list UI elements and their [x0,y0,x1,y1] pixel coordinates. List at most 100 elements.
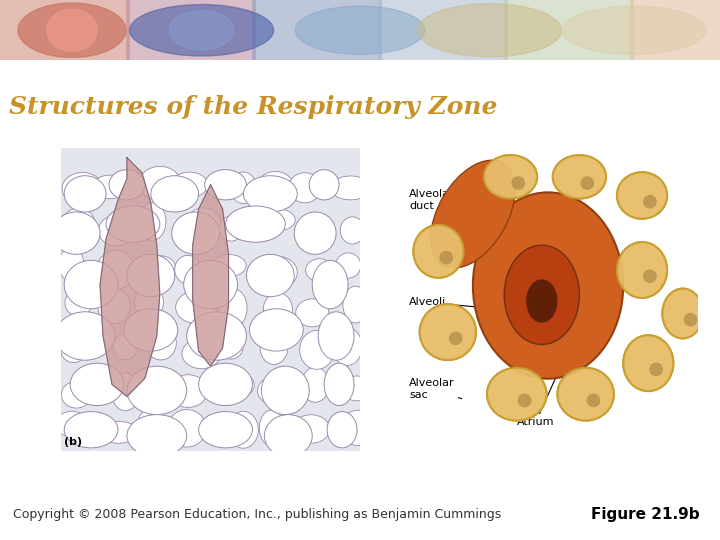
Ellipse shape [258,378,285,404]
Ellipse shape [318,312,354,360]
Ellipse shape [64,260,118,309]
Ellipse shape [186,312,246,360]
Circle shape [587,394,600,407]
Polygon shape [193,185,228,366]
Ellipse shape [143,255,175,278]
Ellipse shape [228,411,258,448]
Ellipse shape [309,170,339,200]
Ellipse shape [264,415,312,457]
Ellipse shape [212,254,246,276]
Ellipse shape [420,304,476,360]
Ellipse shape [61,338,86,362]
Ellipse shape [219,372,254,398]
Ellipse shape [142,373,182,407]
Ellipse shape [504,245,580,345]
Ellipse shape [55,411,88,437]
Ellipse shape [225,206,285,242]
Ellipse shape [96,251,135,289]
Circle shape [439,251,453,265]
Ellipse shape [261,366,309,415]
Ellipse shape [219,216,243,241]
Ellipse shape [99,215,134,246]
Ellipse shape [243,176,297,212]
Ellipse shape [617,172,667,219]
Text: Alveolar
sac: Alveolar sac [409,378,462,400]
Ellipse shape [106,206,160,242]
Ellipse shape [138,202,166,240]
Ellipse shape [186,208,222,244]
Circle shape [649,362,663,376]
Ellipse shape [330,176,371,200]
Ellipse shape [169,11,234,50]
Ellipse shape [59,247,84,281]
Bar [252,0,382,60]
Ellipse shape [413,225,464,278]
Ellipse shape [65,290,92,316]
Ellipse shape [98,289,130,324]
Ellipse shape [624,335,673,391]
Circle shape [649,362,663,376]
Text: Alveolar
duct: Alveolar duct [409,189,480,215]
Ellipse shape [295,6,425,55]
Ellipse shape [264,293,292,327]
Ellipse shape [70,363,124,406]
Ellipse shape [341,217,364,244]
Ellipse shape [484,155,537,199]
Ellipse shape [61,381,91,408]
Ellipse shape [64,411,118,448]
Ellipse shape [171,172,208,198]
Circle shape [518,394,531,407]
Ellipse shape [562,6,706,55]
Bar [378,0,508,60]
Ellipse shape [176,291,217,323]
Text: Structures of the Respiratory Zone: Structures of the Respiratory Zone [9,95,498,119]
Polygon shape [100,158,160,396]
Ellipse shape [312,260,348,309]
Text: Figure 21.9b: Figure 21.9b [591,507,700,522]
Ellipse shape [420,304,476,360]
Circle shape [449,332,462,345]
Ellipse shape [259,209,295,231]
Ellipse shape [431,160,515,268]
Ellipse shape [199,363,253,406]
Ellipse shape [182,339,220,369]
Ellipse shape [624,335,673,391]
Ellipse shape [62,172,103,205]
Text: Alveoli: Alveoli [409,298,483,308]
Ellipse shape [218,335,243,359]
Ellipse shape [127,415,186,457]
Circle shape [439,251,453,265]
Ellipse shape [300,330,334,369]
Circle shape [643,195,657,208]
Ellipse shape [145,326,176,360]
Ellipse shape [127,366,186,415]
Circle shape [580,176,594,190]
Ellipse shape [127,254,175,296]
Ellipse shape [219,288,247,327]
Ellipse shape [302,367,329,402]
Ellipse shape [306,259,333,282]
Ellipse shape [342,376,372,401]
Text: Copyright © 2008 Pearson Education, Inc., publishing as Benjamin Cummings: Copyright © 2008 Pearson Education, Inc.… [13,508,501,521]
Ellipse shape [327,411,357,448]
Ellipse shape [112,373,140,411]
Circle shape [643,269,657,283]
Ellipse shape [333,328,362,366]
Ellipse shape [324,363,354,406]
Ellipse shape [258,172,292,197]
Circle shape [684,313,698,327]
Ellipse shape [135,287,163,318]
Ellipse shape [292,415,330,443]
Ellipse shape [47,9,97,51]
Ellipse shape [487,368,546,421]
Ellipse shape [258,256,297,288]
Ellipse shape [175,255,201,284]
Circle shape [511,176,525,190]
Ellipse shape [138,409,162,444]
Ellipse shape [62,208,95,238]
Bar [126,0,256,60]
Text: (b): (b) [64,437,82,447]
Ellipse shape [260,330,288,364]
Ellipse shape [230,172,256,204]
Ellipse shape [418,4,562,57]
